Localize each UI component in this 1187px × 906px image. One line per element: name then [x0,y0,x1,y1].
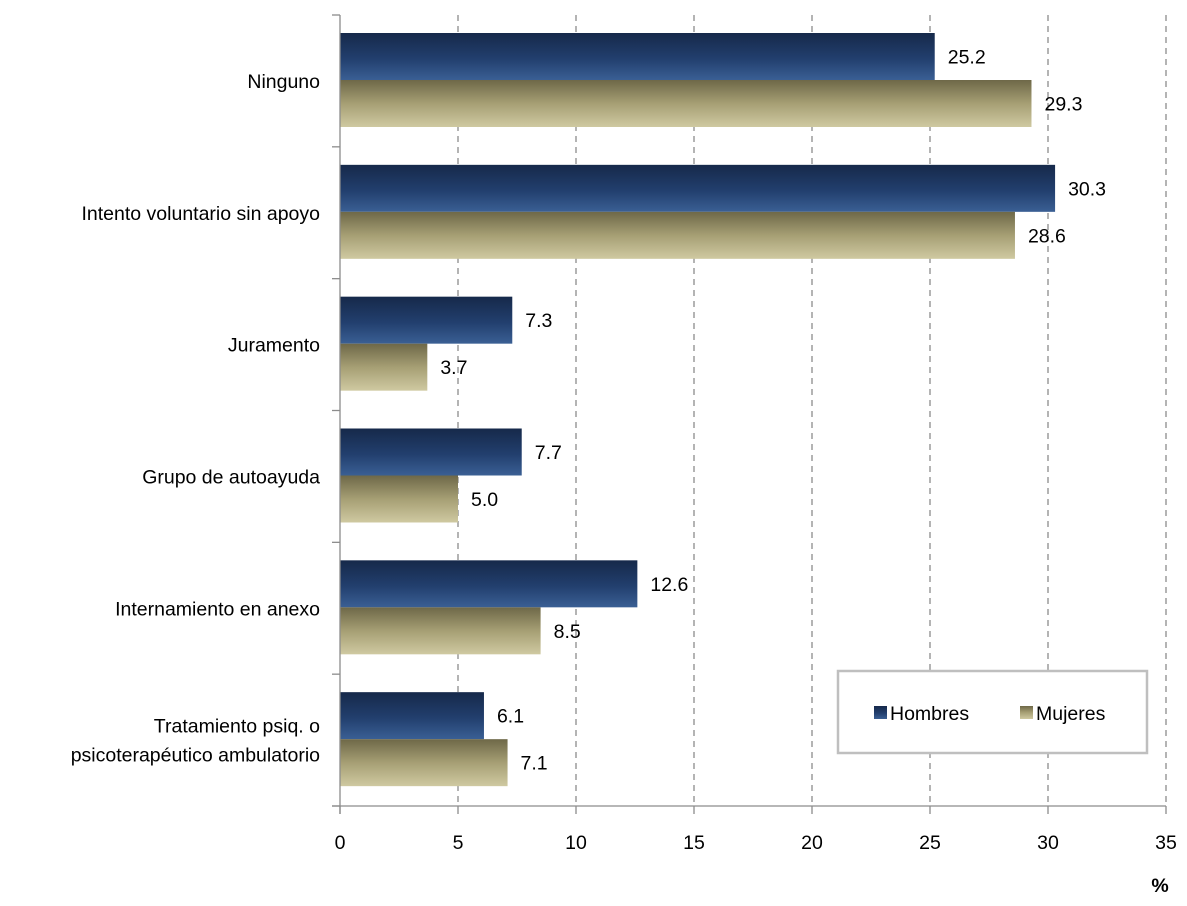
bar-mujeres [340,607,541,655]
legend-swatch-hombres [874,706,887,719]
legend: Hombres Mujeres [836,669,1149,755]
legend-box [836,669,1149,755]
bar-hombres [340,560,638,608]
bar-mujeres [340,80,1032,127]
bar-hombres [340,428,522,476]
category-label: Juramento [228,335,320,357]
bar-mujeres [340,739,508,787]
category-label: Tratamiento psiq. o psicoterapéutico ambu… [71,716,320,767]
data-label: 25.2 [948,47,986,69]
data-label: 7.1 [521,753,548,775]
data-label: 8.5 [554,621,581,643]
data-label: 6.1 [497,706,524,728]
data-label: 29.3 [1044,94,1082,116]
category-label: Internamiento en anexo [115,598,320,620]
category-label: Intento voluntario sin apoyo [82,203,321,225]
bars [340,33,1056,787]
bar-hombres [340,33,935,80]
x-tick-label: 25 [919,832,941,854]
legend-swatch-mujeres [1020,706,1033,719]
data-label: 5.0 [471,489,498,511]
bar-hombres [340,692,484,740]
labels: 25.2 29.3 Ninguno 30.3 28.6 Intento voluntari… [71,47,1177,898]
data-label: 7.7 [535,442,562,464]
x-tick-label: 10 [565,832,587,854]
data-label: 12.6 [650,574,688,596]
data-label: 3.7 [440,357,467,379]
bar-mujeres [340,211,1015,259]
x-tick-label: 15 [683,832,705,854]
data-label: 30.3 [1068,178,1106,200]
x-tick-label: 35 [1155,832,1177,854]
data-label: 7.3 [525,310,552,332]
data-label: 28.6 [1028,225,1066,247]
x-tick-label: 30 [1037,832,1059,854]
bar-mujeres [340,475,458,523]
bar-mujeres [340,343,428,391]
legend-label-mujeres: Mujeres [1036,703,1106,725]
bar-hombres [340,296,513,344]
bar-hombres [340,164,1056,212]
x-unit-label: % [1151,875,1168,897]
x-tick-label: 20 [801,832,823,854]
x-tick-label: 0 [335,832,346,854]
category-label: Grupo de autoayuda [142,466,320,488]
category-label: Ninguno [247,71,320,93]
axes [332,14,1167,814]
x-tick-label: 5 [453,832,464,854]
legend-label-hombres: Hombres [890,703,969,725]
